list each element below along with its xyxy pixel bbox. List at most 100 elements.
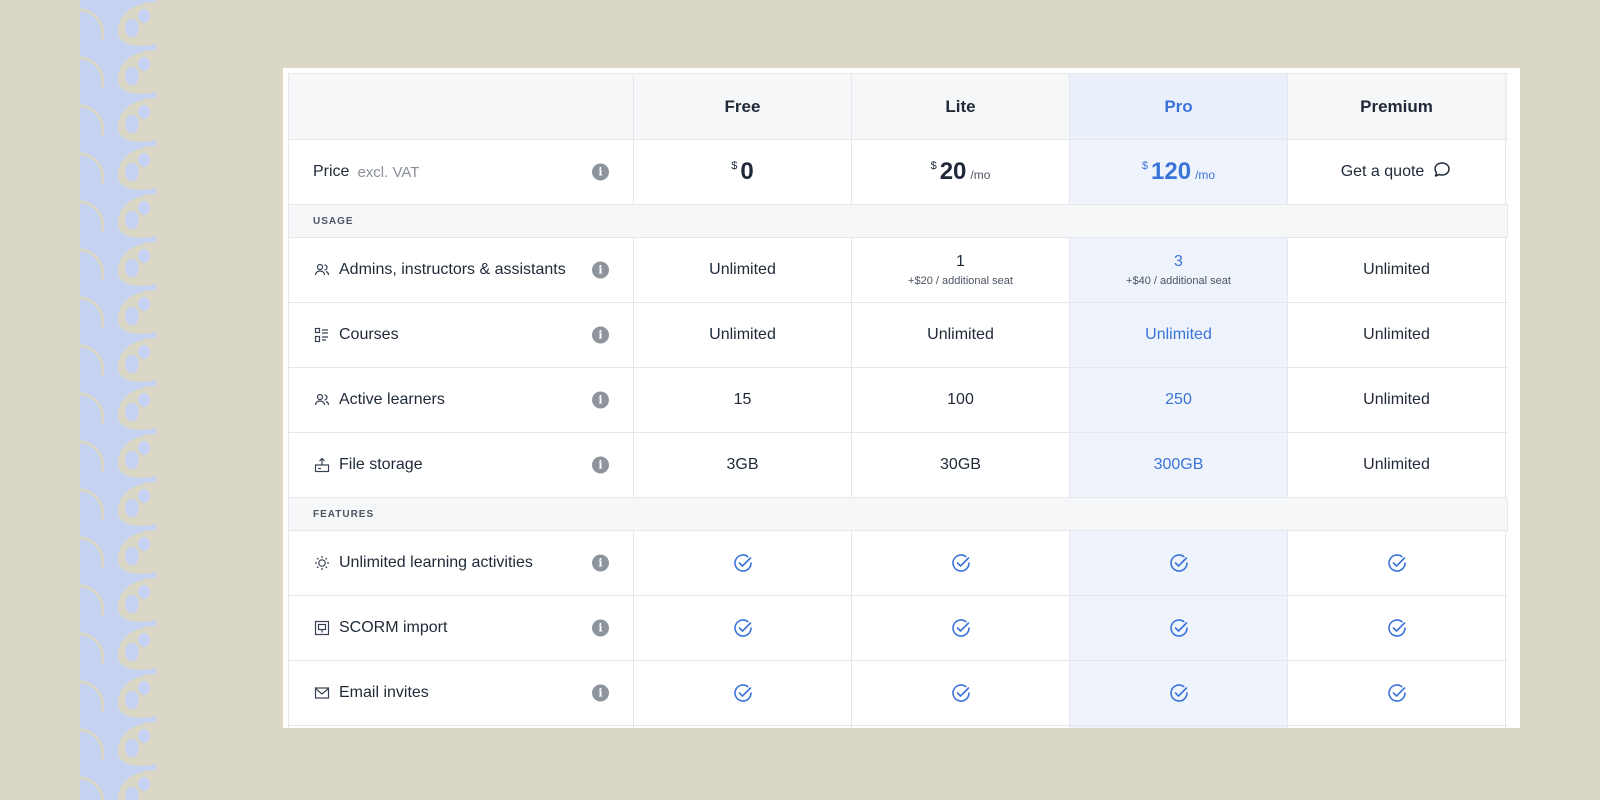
value-lite: 30GB bbox=[852, 433, 1070, 497]
value-pro: 250 bbox=[1070, 368, 1288, 432]
get-a-quote-link[interactable]: Get a quote bbox=[1341, 160, 1453, 185]
pattern-motif bbox=[80, 434, 156, 478]
check-cell bbox=[852, 596, 1070, 660]
seat-extra-price: +$20 / additional seat bbox=[908, 275, 1013, 287]
price-sublabel: excl. VAT bbox=[357, 163, 420, 181]
price-pro: $ 120 /mo bbox=[1070, 140, 1288, 204]
price-row: Price excl. VAT i $ 0 $ 20 /mo $ bbox=[289, 140, 1508, 205]
pattern-motif bbox=[80, 242, 156, 286]
price-amount: 0 bbox=[740, 158, 754, 185]
check-circle-icon bbox=[1168, 552, 1190, 574]
info-icon[interactable]: i bbox=[592, 554, 609, 572]
feature-label: Active learners bbox=[339, 391, 445, 408]
currency-symbol: $ bbox=[731, 160, 738, 172]
features-section-row: FEATURES bbox=[289, 498, 1508, 531]
value-cell bbox=[852, 726, 1070, 728]
value-lite: Unlimited bbox=[852, 303, 1070, 367]
info-icon[interactable]: i bbox=[592, 684, 609, 702]
check-cell bbox=[1288, 661, 1506, 725]
feature-label-cell: Email invites i bbox=[289, 661, 634, 725]
storage-icon bbox=[313, 456, 331, 474]
decorative-pattern-strip bbox=[80, 0, 156, 800]
value-free: Unlimited bbox=[634, 303, 852, 367]
pricing-table: Free Lite Pro Premium Price excl. VAT i … bbox=[288, 73, 1508, 728]
seat-count: 3 bbox=[1174, 253, 1183, 270]
info-icon[interactable]: i bbox=[592, 456, 609, 474]
feature-label: Email invites bbox=[339, 684, 429, 701]
feature-label-cell bbox=[289, 726, 634, 728]
check-circle-icon bbox=[950, 552, 972, 574]
seat-count: 1 bbox=[956, 253, 965, 270]
check-circle-icon bbox=[950, 617, 972, 639]
feature-label: Courses bbox=[339, 326, 399, 343]
pattern-motif bbox=[80, 626, 156, 670]
feature-label-cell: Active learners i bbox=[289, 368, 634, 432]
info-icon[interactable]: i bbox=[592, 326, 609, 344]
check-cell bbox=[1288, 531, 1506, 595]
usage-row-courses: Courses i Unlimited Unlimited Unlimited … bbox=[289, 303, 1508, 368]
price-amount: 20 bbox=[939, 158, 967, 185]
feature-label: File storage bbox=[339, 456, 423, 473]
info-icon[interactable]: i bbox=[592, 391, 609, 409]
plan-header-lite: Lite bbox=[852, 74, 1070, 139]
pattern-motif bbox=[80, 674, 156, 718]
pattern-motif bbox=[80, 146, 156, 190]
pattern-motif bbox=[80, 578, 156, 622]
value-pro: 300GB bbox=[1070, 433, 1288, 497]
feature-label-cell: SCORM import i bbox=[289, 596, 634, 660]
feature-label: Unlimited learning activities bbox=[339, 554, 533, 571]
check-cell bbox=[634, 661, 852, 725]
learners-icon bbox=[313, 391, 331, 409]
features-section-label: FEATURES bbox=[289, 498, 1508, 530]
pricing-card: Free Lite Pro Premium Price excl. VAT i … bbox=[283, 68, 1520, 728]
check-cell bbox=[852, 661, 1070, 725]
check-cell bbox=[634, 531, 852, 595]
pattern-motif bbox=[80, 530, 156, 574]
feature-row-email-invites: Email invites i bbox=[289, 661, 1508, 726]
usage-row-admins: Admins, instructors & assistants i Unlim… bbox=[289, 238, 1508, 303]
plan-header-row: Free Lite Pro Premium bbox=[289, 74, 1508, 140]
usage-row-storage: File storage i 3GB 30GB 300GB Unlimited bbox=[289, 433, 1508, 498]
users-icon bbox=[313, 261, 331, 279]
value-premium: Unlimited bbox=[1288, 433, 1506, 497]
price-period: /mo bbox=[970, 168, 991, 182]
check-cell bbox=[1070, 596, 1288, 660]
value-pro: Unlimited bbox=[1070, 303, 1288, 367]
value-free: Unlimited bbox=[634, 238, 852, 302]
value-free: 3GB bbox=[634, 433, 852, 497]
pattern-motif bbox=[80, 290, 156, 334]
price-premium: Get a quote bbox=[1288, 140, 1506, 204]
chat-bubble-icon bbox=[1432, 160, 1452, 185]
price-lite: $ 20 /mo bbox=[852, 140, 1070, 204]
feature-label-cell: File storage i bbox=[289, 433, 634, 497]
info-icon[interactable]: i bbox=[592, 619, 609, 637]
usage-row-learners: Active learners i 15 100 250 Unlimited bbox=[289, 368, 1508, 433]
value-premium: Unlimited bbox=[1288, 238, 1506, 302]
check-cell bbox=[1288, 596, 1506, 660]
plan-header-premium: Premium bbox=[1288, 74, 1506, 139]
value-premium: Unlimited bbox=[1288, 303, 1506, 367]
info-icon[interactable]: i bbox=[592, 261, 609, 279]
currency-symbol: $ bbox=[1141, 160, 1149, 172]
price-label-cell: Price excl. VAT i bbox=[289, 140, 634, 204]
pattern-motif bbox=[80, 722, 156, 766]
usage-section-row: USAGE bbox=[289, 205, 1508, 238]
check-circle-icon bbox=[1168, 617, 1190, 639]
value-cell bbox=[1070, 726, 1288, 728]
feature-label: Admins, instructors & assistants bbox=[339, 261, 566, 278]
check-circle-icon bbox=[732, 682, 754, 704]
info-icon[interactable]: i bbox=[592, 163, 609, 181]
feature-label: SCORM import bbox=[339, 619, 448, 636]
check-circle-icon bbox=[1168, 682, 1190, 704]
check-circle-icon bbox=[1386, 552, 1408, 574]
value-free: 15 bbox=[634, 368, 852, 432]
pattern-motif bbox=[80, 2, 156, 46]
check-circle-icon bbox=[950, 682, 972, 704]
pattern-motif bbox=[80, 770, 156, 800]
price-free: $ 0 bbox=[634, 140, 852, 204]
scorm-icon bbox=[313, 619, 331, 637]
plan-header-free: Free bbox=[634, 74, 852, 139]
pattern-motif bbox=[80, 386, 156, 430]
get-a-quote-label: Get a quote bbox=[1340, 163, 1425, 180]
check-cell bbox=[852, 531, 1070, 595]
